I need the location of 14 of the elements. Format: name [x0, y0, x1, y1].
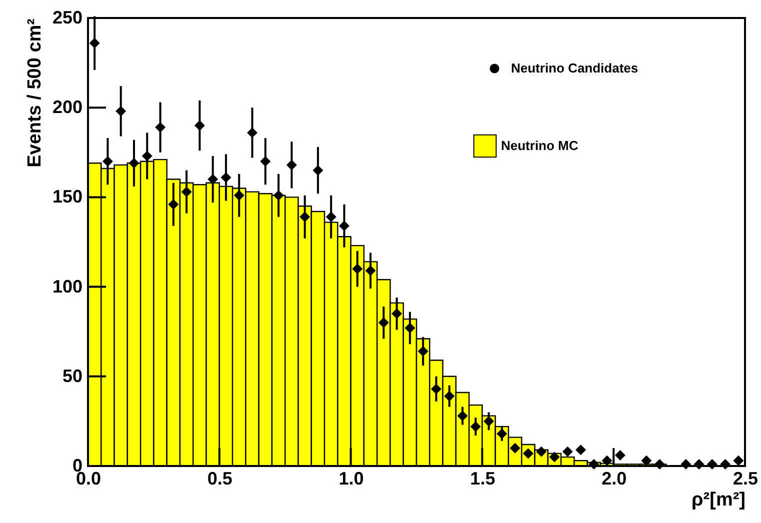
y-tick-label: 100: [52, 276, 82, 296]
y-tick-label: 250: [52, 8, 82, 28]
x-tick-label: 1.5: [470, 468, 496, 488]
legend-label: Neutrino MC: [501, 138, 579, 153]
x-axis-title: ρ²[m²]: [692, 490, 746, 510]
y-tick-label: 200: [52, 97, 82, 118]
x-tick-label: 1.0: [338, 468, 364, 488]
y-tick-label: 50: [62, 366, 82, 386]
x-tick-label: 2.0: [602, 468, 627, 488]
x-tick-label: 2.5: [732, 468, 758, 488]
y-axis-title: Events / 500 cm²: [24, 18, 46, 168]
x-tick-label: 0.5: [207, 468, 232, 488]
legend-label: Neutrino Candidates: [511, 60, 638, 76]
y-tick-label: 150: [52, 186, 82, 207]
